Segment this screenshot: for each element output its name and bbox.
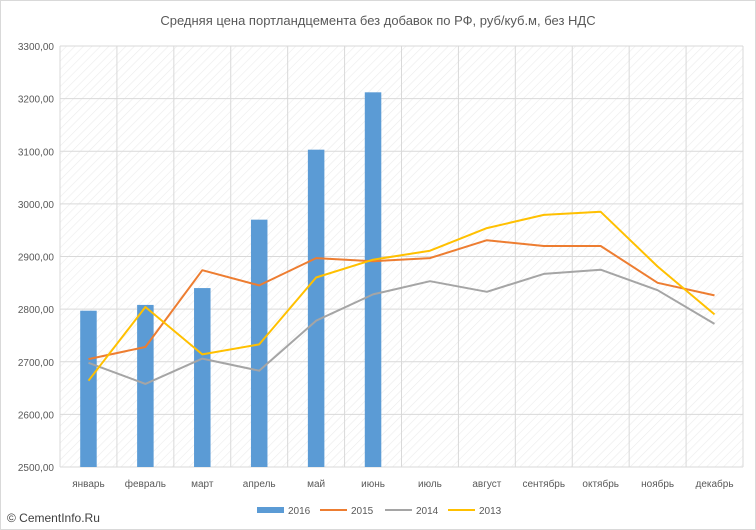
x-axis-ticks: январь февраль март апрель май июнь июль август… [72,478,733,490]
watermark: © CementInfo.Ru [7,511,100,525]
bar-2016 [137,304,154,467]
x-tick-label: июнь [361,479,385,490]
x-tick-label: июль [418,479,442,490]
legend-label-2016: 2016 [288,506,311,517]
bar-2016 [307,149,325,467]
chart-title: Средняя цена портландцемента без добавок… [160,13,596,28]
line-2014 [88,268,716,385]
x-tick-label: май [307,479,325,490]
y-tick-label: 3100,00 [18,147,55,158]
bar-2016 [364,92,382,467]
bar-series-group [80,92,382,467]
y-tick-label: 3300,00 [18,42,55,53]
legend-swatch-2016 [257,507,284,513]
legend-label-2014: 2014 [416,506,439,517]
x-tick-label: март [191,479,214,490]
y-tick-label: 3000,00 [18,200,55,211]
x-tick-label: февраль [125,478,166,490]
bar-2016 [80,310,97,467]
x-tick-label: январь [72,479,104,490]
x-tick-label: август [472,479,501,490]
x-tick-label: декабрь [696,478,734,490]
legend-label-2013: 2013 [479,506,502,517]
legend-label-2015: 2015 [351,506,374,517]
grid-lines [59,45,744,468]
line-2015 [88,239,715,361]
x-tick-label: ноябрь [641,478,674,490]
y-tick-label: 2700,00 [18,358,55,369]
y-axis-ticks: 2500,00 2600,00 2700,00 2800,00 2900,00 3000,… [18,42,55,474]
line-2013 [87,210,716,382]
y-tick-label: 2600,00 [18,410,55,421]
y-tick-label: 2500,00 [18,463,55,474]
x-tick-label: октябрь [582,478,619,490]
y-tick-label: 2900,00 [18,253,55,264]
y-tick-label: 3200,00 [18,95,55,106]
line-series-group [87,210,716,385]
y-tick-label: 2800,00 [18,305,55,316]
x-tick-label: сентябрь [523,478,566,490]
x-tick-label: апрель [243,479,276,490]
legend: 2016 2015 2014 2013 [257,506,502,517]
bar-2016 [194,288,211,467]
